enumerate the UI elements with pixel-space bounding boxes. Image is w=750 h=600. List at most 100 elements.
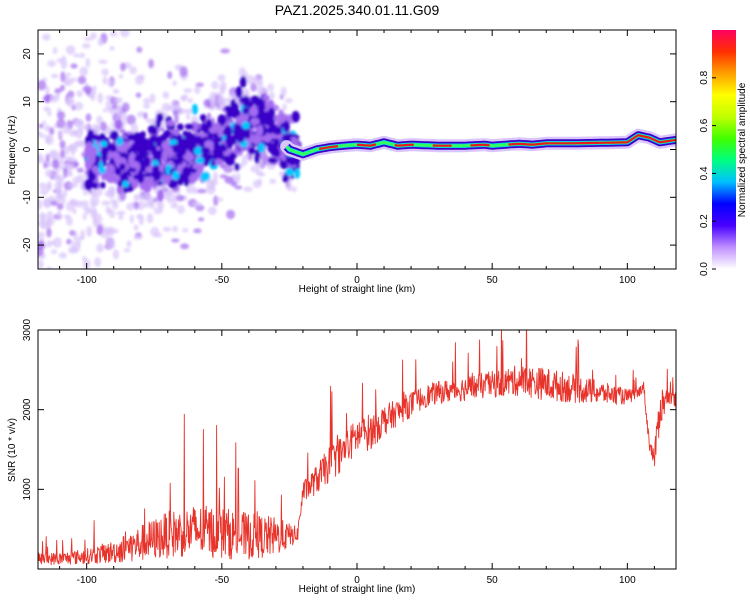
spectrogram-blob (62, 188, 68, 198)
spectrogram-blob (45, 85, 50, 95)
spectrogram-blob (38, 241, 46, 250)
spectrogram-blob (76, 167, 84, 173)
spectrogram-core-blob (165, 120, 175, 127)
spectrogram-y-label: Frequency (Hz) (7, 116, 18, 185)
spectrogram-blob (72, 176, 81, 184)
spectrogram-blob (49, 127, 55, 136)
spectrogram-blob (138, 74, 145, 81)
spectrogram-blob (56, 203, 64, 210)
spectrogram-blob (56, 111, 66, 120)
spectrogram-core-blob (244, 130, 251, 139)
snr-x-tick-label: -50 (215, 575, 230, 586)
spectrogram-core-blob (268, 107, 276, 118)
spectrogram-blob (220, 48, 231, 54)
spectrogram-blob (160, 121, 166, 129)
spectrogram-blob (104, 227, 112, 235)
spectrogram-core-blob (233, 102, 239, 112)
spectrogram-core-blob (254, 149, 261, 161)
colorbar-ticks: 0.0 0.2 0.4 0.6 0.8 (699, 70, 716, 276)
spectrogram-core-blob (266, 127, 275, 134)
spectrogram-blob (106, 238, 115, 246)
spectrogram-blob (193, 228, 202, 234)
spectrogram-blob (118, 214, 124, 221)
spectrogram-core-blob (143, 185, 152, 193)
spectrogram-blob (38, 182, 46, 190)
spectrogram-blob (59, 140, 66, 149)
spectrogram-blob (192, 186, 198, 195)
spectrogram-blob (129, 214, 134, 224)
spectrogram-blob (51, 73, 59, 79)
spectrogram-blob (213, 195, 219, 207)
snr-x-label: Height of straight line (km) (299, 584, 416, 595)
colorbar-tick-label: 0.0 (699, 262, 710, 276)
spectrogram-blob (269, 178, 277, 184)
spectrogram-core-blob (217, 114, 227, 126)
spectrogram-blob (257, 178, 262, 186)
spectrogram-core-blob (183, 175, 190, 187)
spectrogram-y-tick-label: -20 (22, 237, 33, 252)
spectrogram-blob (169, 189, 175, 196)
snr-series-line (38, 330, 676, 566)
spectrogram-track-peak (394, 143, 414, 147)
spectrogram-y-tick-label: -10 (22, 190, 33, 205)
spectrogram-core-blob (214, 158, 223, 166)
spectrogram-blob (236, 173, 241, 181)
spectrogram-blob (216, 197, 224, 202)
spectrogram-blob (56, 118, 66, 129)
spectrogram-core-blob (233, 109, 241, 117)
spectrogram-core-blob (162, 130, 172, 139)
spectrogram-blob (40, 224, 50, 230)
spectrogram-blob (100, 233, 109, 239)
spectrogram-blob (68, 182, 78, 188)
spectrogram-blob (45, 153, 50, 163)
spectrogram-blob (121, 102, 130, 113)
spectrogram-blob (82, 212, 87, 221)
spectrogram-core-blob (270, 145, 278, 157)
spectrogram-blob (120, 62, 126, 72)
spectrogram-blob (130, 122, 139, 134)
spectrogram-blob (280, 86, 287, 97)
spectrogram-core-blob (184, 123, 194, 130)
spectrogram-x-tick-label: 100 (619, 275, 636, 286)
spectrogram-blob (259, 87, 268, 93)
spectrogram-blob (135, 92, 142, 98)
spectrogram-blob (77, 75, 87, 85)
spectrogram-blob (198, 217, 205, 222)
spectrogram-blob (59, 84, 65, 92)
spectrogram-blob (68, 77, 78, 83)
spectrogram-blob (38, 221, 42, 226)
spectrogram-core-blob (203, 171, 210, 181)
spectrogram-blob (45, 169, 54, 178)
spectrogram-core-blob (241, 111, 247, 123)
spectrogram-blob (219, 163, 227, 169)
snr-panel: -100 -50 0 50 100 1000 2000 3000 Height of str… (7, 318, 677, 595)
spectrogram-blob (160, 183, 167, 190)
spectrogram-blob (112, 249, 120, 260)
spectrogram-blob (58, 159, 65, 165)
spectrogram-blob (74, 101, 84, 111)
spectrogram-blob (54, 93, 60, 99)
spectrogram-blob (153, 197, 158, 203)
spectrogram-core-blob (243, 96, 250, 104)
spectrogram-blob (116, 210, 126, 215)
spectrogram-core-blob (224, 125, 233, 138)
spectrogram-core-blob (155, 117, 162, 129)
spectrogram-core-blob (100, 181, 106, 189)
spectrogram-blob (123, 248, 131, 253)
spectrogram-core-blob (176, 145, 186, 155)
spectrogram-core-blob (156, 189, 164, 202)
spectrogram-blob (114, 97, 123, 104)
spectrogram-blob (92, 208, 98, 216)
spectrogram-blob (42, 94, 51, 103)
spectrogram-core-blob (116, 136, 124, 147)
spectrogram-blob (143, 98, 151, 104)
spectrogram-blob (206, 112, 212, 120)
spectrogram-blob (66, 216, 73, 226)
spectrogram-core-blob (122, 180, 130, 188)
spectrogram-blob (38, 157, 45, 164)
spectrogram-blob (133, 194, 139, 202)
spectrogram-blob (47, 110, 52, 117)
spectrogram-blob (226, 97, 232, 103)
spectrogram-blob (136, 111, 146, 118)
spectrogram-core-blob (252, 136, 261, 145)
